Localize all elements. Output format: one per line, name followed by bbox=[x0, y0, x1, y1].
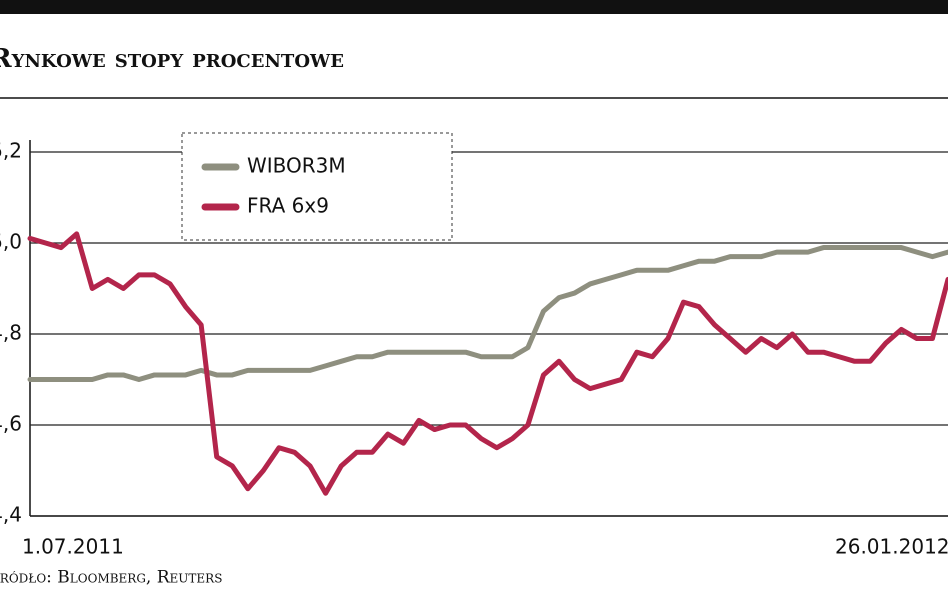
x-tick-label: 26.01.2012 bbox=[835, 535, 948, 559]
legend: WIBOR3M FRA 6x9 bbox=[181, 132, 453, 241]
line-series bbox=[27, 245, 948, 382]
legend-label: WIBOR3M bbox=[247, 154, 346, 178]
chart-title: Rynkowe stopy procentowe bbox=[0, 44, 344, 74]
y-tick-label: 4,8 bbox=[0, 321, 22, 345]
y-tick-label: 5,0 bbox=[0, 230, 22, 254]
source: Źródło: Bloomberg, Reuters bbox=[0, 567, 222, 588]
y-tick-label: 5,2 bbox=[0, 139, 22, 163]
y-tick-label: 4,4 bbox=[0, 503, 22, 527]
legend-label: FRA 6x9 bbox=[247, 194, 329, 218]
y-tick-label: 4,6 bbox=[0, 412, 22, 436]
line-series bbox=[27, 231, 948, 496]
x-tick-label: 1.07.2011 bbox=[22, 535, 124, 559]
top-bar bbox=[0, 0, 948, 14]
legend-box bbox=[181, 132, 453, 241]
